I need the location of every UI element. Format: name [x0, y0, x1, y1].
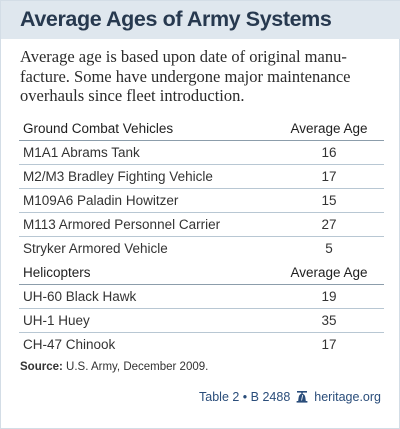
average-age: 17 [321, 169, 337, 184]
table-row: M109A6 Paladin Howitzer 15 [19, 189, 384, 213]
table-row: M113 Armored Personnel Carrier 27 [19, 213, 384, 237]
system-name: M109A6 Paladin Howitzer [23, 193, 179, 208]
table-reference: Table 2 • B 2488 [199, 390, 291, 404]
table-row: Stryker Armored Vehicle 5 [19, 237, 384, 261]
source-note: Source: U.S. Army, December 2009. [20, 361, 208, 373]
average-age: 16 [321, 145, 337, 160]
title-bar: Average Ages of Army Systems [1, 1, 400, 39]
subtitle-line: facture. Some have undergone major maint… [20, 66, 351, 86]
table-row: UH-60 Black Hawk 19 [19, 285, 384, 309]
average-age: 35 [321, 313, 337, 328]
average-age: 15 [321, 193, 337, 208]
system-name: M113 Armored Personnel Carrier [23, 217, 221, 232]
section-heading: Helicopters [23, 265, 91, 280]
table-header-ground: Ground Combat Vehicles Average Age [19, 117, 384, 141]
average-age: 19 [321, 289, 337, 304]
source-label: Source: [20, 361, 63, 373]
column-heading: Average Age [290, 121, 368, 136]
subtitle-line: Average age is based upon date of origin… [20, 47, 347, 66]
column-heading: Average Age [290, 265, 368, 280]
site-name[interactable]: heritage.org [314, 390, 381, 404]
table-header-helicopters: Helicopters Average Age [19, 261, 384, 285]
subtitle-line: overhauls since fleet introduction. [20, 86, 245, 105]
ages-table: Ground Combat Vehicles Average Age M1A1 … [19, 117, 384, 357]
system-name: Stryker Armored Vehicle [23, 241, 168, 256]
liberty-bell-icon [295, 390, 309, 404]
system-name: M1A1 Abrams Tank [23, 145, 140, 160]
footer-credit: Table 2 • B 2488 heritage.org [199, 390, 381, 404]
page-title: Average Ages of Army Systems [20, 7, 332, 31]
subtitle: Average age is based upon date of origin… [20, 47, 388, 106]
system-name: CH-47 Chinook [23, 337, 116, 352]
system-name: M2/M3 Bradley Fighting Vehicle [23, 169, 213, 184]
table-row: UH-1 Huey 35 [19, 309, 384, 333]
source-text: U.S. Army, December 2009. [62, 361, 209, 373]
table-row: M1A1 Abrams Tank 16 [19, 141, 384, 165]
section-heading: Ground Combat Vehicles [23, 121, 174, 136]
system-name: UH-60 Black Hawk [23, 289, 137, 304]
table-row: CH-47 Chinook 17 [19, 333, 384, 357]
average-age: 17 [321, 337, 337, 352]
system-name: UH-1 Huey [23, 313, 90, 328]
average-age: 5 [325, 241, 333, 256]
average-age: 27 [321, 217, 337, 232]
table-row: M2/M3 Bradley Fighting Vehicle 17 [19, 165, 384, 189]
